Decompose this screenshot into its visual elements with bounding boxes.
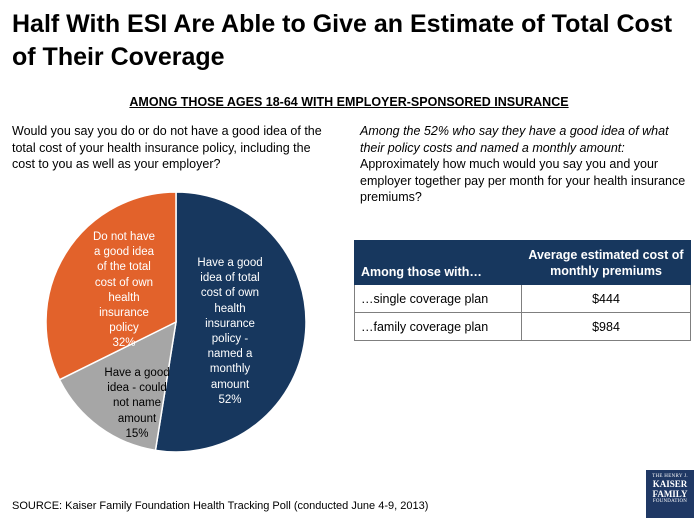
pie-slice-label-line: amount <box>117 412 157 425</box>
pie-slice-label-line: health <box>214 302 246 315</box>
pie-slice-1 <box>154 191 307 453</box>
table-cell-value: $444 <box>521 284 691 313</box>
pie-slice-label-line: amount <box>210 378 250 391</box>
logo-line-4: FOUNDATION <box>652 499 688 504</box>
pie-slice-label-line: idea of total <box>200 272 260 285</box>
pie-slice-label-line: Have a good <box>197 257 263 269</box>
pie-slice-label-3: Do not have a good idea of the total cost o… <box>84 230 164 352</box>
pie-chart-svg <box>45 191 307 453</box>
pie-slice-label-line: idea - could <box>107 382 167 395</box>
pie-slice-label-line: insurance <box>205 317 255 330</box>
question-right-plain: Approximately how much would you say you… <box>360 157 686 204</box>
pie-slice-label-2: Have a good idea - could not name amount 15% <box>97 366 177 442</box>
pie-slice-label-line: of the total <box>97 261 151 274</box>
pie-slice-label-line: 15% <box>125 427 149 440</box>
table-header-cost: Average estimated cost of monthly premiu… <box>521 240 691 285</box>
table-header-group: Among those with… <box>354 240 522 285</box>
pie-slice-label-line: named a <box>207 348 253 361</box>
pie-slice-label-line: policy - <box>211 333 249 346</box>
pie-slice-2 <box>58 320 177 452</box>
pie-slice-label-line: 52% <box>218 393 242 406</box>
table-row: …family coverage plan $984 <box>354 312 691 341</box>
logo-line-2: KAISER <box>652 479 688 489</box>
pie-slice-label-line: monthly <box>209 363 251 376</box>
pie-slice-label-line: Have a good <box>104 367 170 379</box>
pie-chart: Have a good idea of total cost of own healt… <box>40 190 320 460</box>
source-note: SOURCE: Kaiser Family Foundation Health … <box>12 500 429 512</box>
table-cell-value: $984 <box>521 312 691 341</box>
question-left: Would you say you do or do not have a go… <box>12 124 322 171</box>
kff-logo: THE HENRY J. KAISER FAMILY FOUNDATION <box>646 470 694 518</box>
cost-table: Among those with… Average estimated cost… <box>354 240 691 341</box>
pie-slice-label-line: 32% <box>112 337 136 350</box>
pie-slice-label-line: a good idea <box>93 246 155 259</box>
table-cell-label: …single coverage plan <box>354 284 522 313</box>
pie-slice-label-line: Do not have <box>92 231 155 243</box>
subtitle: AMONG THOSE AGES 18-64 WITH EMPLOYER-SPO… <box>129 95 569 109</box>
pie-slice-label-line: health <box>108 291 140 304</box>
pie-slice-label-line: cost of own <box>94 276 154 289</box>
pie-slice-label-line: insurance <box>99 307 149 320</box>
question-right: Among the 52% who say they have a good i… <box>360 123 690 206</box>
table-cell-label: …family coverage plan <box>354 312 522 341</box>
page-title: Half With ESI Are Able to Give an Estima… <box>12 10 673 71</box>
table-header-row: Among those with… Average estimated cost… <box>354 240 691 285</box>
pie-slice-label-line: not name <box>113 397 161 410</box>
pie-slice-label-1: Have a good idea of total cost of own healt… <box>185 256 275 408</box>
pie-slice-label-line: cost of own <box>200 287 260 300</box>
pie-slice-label-line: policy <box>109 322 139 335</box>
question-right-italic: Among the 52% who say they have a good i… <box>360 124 669 155</box>
logo-line-1: THE HENRY J. <box>652 474 688 479</box>
pie-slice-3 <box>45 191 177 381</box>
logo-line-3: FAMILY <box>652 489 688 499</box>
table-row: …single coverage plan $444 <box>354 284 691 313</box>
